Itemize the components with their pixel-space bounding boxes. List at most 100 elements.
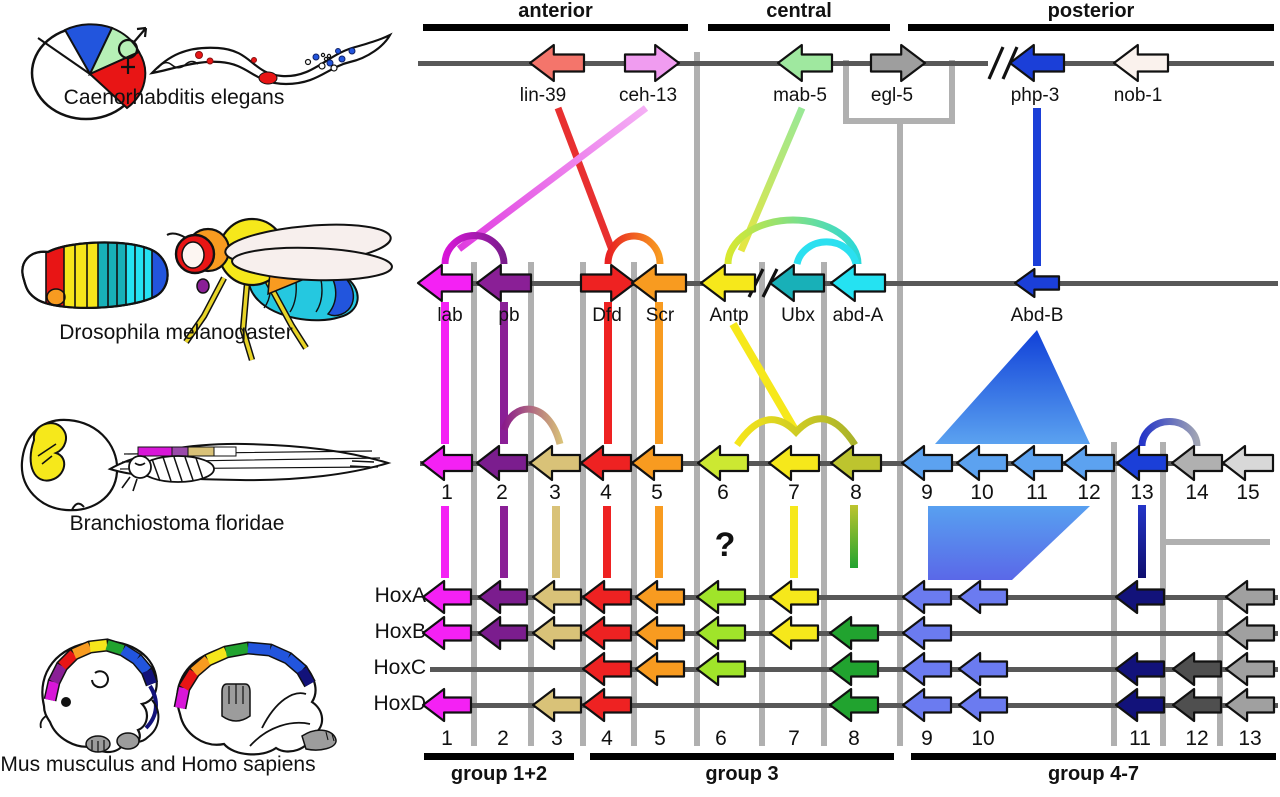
c-elegans-gene-arrow-lin-39 <box>528 43 586 83</box>
HoxD-gene-arrow-3 <box>531 687 583 723</box>
HoxA-gene-arrow-2 <box>477 579 529 615</box>
drosophila-gene-arrow-pb <box>475 263 533 303</box>
mouse-rainbow-segment-7 <box>133 655 151 675</box>
column-separators <box>471 52 1270 746</box>
drosophila-gene-arrow-Antp <box>699 263 757 303</box>
c-elegans-illustration <box>30 23 393 121</box>
HoxB-gene-arrow-8 <box>828 615 880 651</box>
drosophila-illustration <box>21 217 393 361</box>
mouse-rainbow-segment-8 <box>142 669 157 686</box>
c-elegans-gene-arrow-mab-5 <box>776 43 834 83</box>
HoxD-gene-arrow-4 <box>581 687 633 723</box>
HoxD-gene-arrow-10 <box>957 687 1009 723</box>
arc-13-14 <box>1138 418 1201 447</box>
human-rainbow-segment-3 <box>205 647 229 665</box>
human-foot <box>301 729 337 751</box>
HoxC-gene-arrow-13 <box>1224 651 1276 687</box>
drosophila-gene-arrow-Scr <box>630 263 688 303</box>
HoxB-gene-arrow-4 <box>581 615 633 651</box>
c-elegans-gene-line-0 <box>418 61 988 66</box>
cluster-line-HoxA <box>430 595 1278 600</box>
arc-lab-pb <box>441 232 508 265</box>
HoxA-gene-arrow-6 <box>695 579 747 615</box>
human-hand <box>221 683 251 722</box>
c-elegans-gene-arrow-php-3 <box>1008 43 1066 83</box>
HoxA-gene-arrow-9 <box>901 579 953 615</box>
gene-arrows-layer <box>416 43 1276 723</box>
homology-connectors <box>441 105 1201 580</box>
arc-dfd-scr <box>604 232 664 265</box>
HoxA-gene-arrow-4 <box>581 579 633 615</box>
HoxC-gene-arrow-9 <box>901 651 953 687</box>
amphioxus-gene-arrow-1 <box>420 444 474 482</box>
mouse-rainbow-segment-3 <box>71 642 93 659</box>
amphioxus-gene-arrow-3 <box>528 444 582 482</box>
HoxB-gene-arrow-6 <box>695 615 747 651</box>
mouse-rainbow-segment-4 <box>89 640 108 652</box>
amphioxus-gene-arrow-7 <box>767 444 821 482</box>
amphioxus-gene-arrow-9 <box>900 444 954 482</box>
amphioxus-gene-arrow-10 <box>955 444 1009 482</box>
HoxA-gene-arrow-7 <box>768 579 820 615</box>
HoxD-gene-arrow-11 <box>1114 687 1166 723</box>
HoxA-gene-arrow-11 <box>1114 579 1166 615</box>
HoxA-gene-arrow-13 <box>1224 579 1276 615</box>
c-elegans-gene-arrow-nob-1 <box>1112 43 1170 83</box>
amphioxus-gene-arrow-5 <box>630 444 684 482</box>
gene-lines-layer <box>418 61 1278 708</box>
c-elegans-gene-arrow-egl-5 <box>869 43 927 83</box>
HoxB-gene-arrow-7 <box>768 615 820 651</box>
hermaphrodite-icon <box>117 26 148 74</box>
mouse-rainbow-segment-0 <box>45 680 59 702</box>
mouse-human-illustration <box>39 638 337 756</box>
HoxB-gene-arrow-5 <box>634 615 686 651</box>
arc-antp-6-8 <box>734 415 858 447</box>
HoxB-gene-arrow-3 <box>531 615 583 651</box>
HoxC-gene-arrow-4 <box>581 651 633 687</box>
HoxC-gene-arrow-8 <box>828 651 880 687</box>
drosophila-gene-arrow-Ubx <box>768 263 826 303</box>
mouse-rainbow-segment-6 <box>120 645 140 664</box>
HoxB-gene-arrow-2 <box>477 615 529 651</box>
branchiostoma-illustration <box>20 418 392 512</box>
human-rainbow-segment-5 <box>247 643 271 655</box>
drosophila-gene-arrow-Abd-B <box>1013 267 1061 299</box>
human-rainbow-segment-6 <box>267 645 291 663</box>
amphioxus-gene-arrow-2 <box>475 444 529 482</box>
HoxC-gene-arrow-5 <box>634 651 686 687</box>
mouse-rainbow-segment-5 <box>105 640 125 655</box>
drosophila-gene-arrow-lab <box>416 263 474 303</box>
connector-abdb-9-12-triangle <box>935 330 1090 444</box>
connector-antp-7 <box>729 321 799 433</box>
human-rainbow-segment-7 <box>284 654 306 674</box>
amphioxus-gene-arrow-13 <box>1115 444 1169 482</box>
HoxB-gene-arrow-1 <box>421 615 473 651</box>
arc-ubx-abda <box>793 238 860 265</box>
human-rainbow-segment-8 <box>297 667 315 687</box>
HoxD-gene-arrow-9 <box>901 687 953 723</box>
HoxD-gene-arrow-1 <box>421 687 473 723</box>
drosophila-gene-arrow-abd-A <box>829 263 887 303</box>
c-elegans-gene-arrow-ceh-13 <box>623 43 681 83</box>
amphioxus-gene-arrow-4 <box>579 444 633 482</box>
HoxB-gene-arrow-13 <box>1224 615 1276 651</box>
HoxC-gene-arrow-10 <box>957 651 1009 687</box>
connector-ceh13-lab <box>456 105 649 252</box>
amphioxus-gene-arrow-8 <box>829 444 883 482</box>
connector-pb-3 <box>500 405 564 445</box>
HoxA-gene-arrow-3 <box>531 579 583 615</box>
amphioxus-gene-arrow-14 <box>1170 444 1224 482</box>
HoxD-gene-arrow-13 <box>1224 687 1276 723</box>
human-rainbow-segment-4 <box>225 643 249 657</box>
HoxA-gene-arrow-1 <box>421 579 473 615</box>
connector-lin39-dfd <box>554 106 616 252</box>
HoxD-gene-arrow-8 <box>828 687 880 723</box>
amphioxus-gene-arrow-11 <box>1010 444 1064 482</box>
mouse-rainbow-segment-2 <box>58 650 78 670</box>
HoxB-gene-arrow-9 <box>901 615 953 651</box>
HoxC-gene-arrow-11 <box>1114 651 1166 687</box>
human-rainbow-segment-0 <box>175 687 189 709</box>
arc-antp-abda <box>724 216 862 265</box>
